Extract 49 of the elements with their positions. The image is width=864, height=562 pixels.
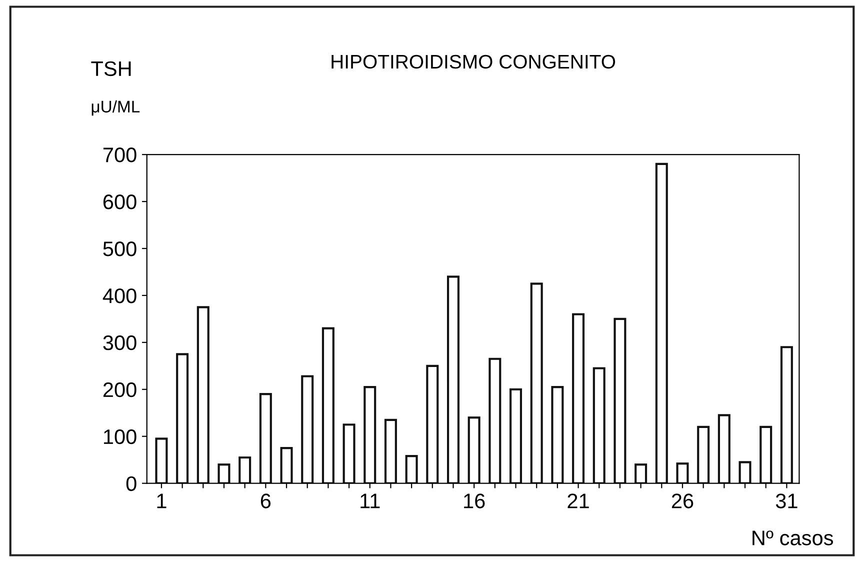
bar bbox=[551, 386, 564, 484]
x-tick-label: 31 bbox=[776, 494, 798, 508]
bar bbox=[614, 318, 626, 484]
bar bbox=[176, 353, 189, 484]
bar bbox=[572, 313, 585, 484]
bar bbox=[468, 416, 480, 484]
bar bbox=[530, 282, 543, 484]
y-tick-label: 200 bbox=[103, 382, 136, 398]
bar bbox=[510, 388, 522, 484]
x-tick-label: 26 bbox=[672, 494, 694, 508]
bar bbox=[259, 393, 272, 484]
bar bbox=[760, 426, 772, 484]
bar bbox=[488, 358, 502, 484]
x-tick-label: 11 bbox=[360, 494, 380, 508]
y-axis-title: TSH μU/ML bbox=[91, 61, 140, 116]
y-tick-label: 100 bbox=[104, 429, 136, 444]
bar bbox=[155, 438, 168, 484]
bar bbox=[655, 162, 668, 484]
y-tick-label: 400 bbox=[102, 288, 136, 304]
bar bbox=[405, 455, 418, 484]
y-tick-label: 300 bbox=[103, 335, 136, 350]
x-tick-label: 16 bbox=[464, 494, 485, 508]
bar bbox=[676, 462, 689, 484]
bar bbox=[780, 346, 793, 484]
bar bbox=[322, 327, 334, 484]
bar bbox=[634, 463, 648, 484]
bar bbox=[364, 386, 376, 484]
y-tick-label: 700 bbox=[103, 148, 136, 162]
bar bbox=[426, 364, 439, 484]
bar bbox=[238, 456, 252, 484]
y-tick-label: 600 bbox=[103, 194, 136, 210]
bar bbox=[280, 447, 293, 484]
chart-title: HIPOTIROIDISMO CONGENITO bbox=[332, 54, 616, 69]
bar bbox=[738, 461, 752, 484]
bar bbox=[592, 367, 606, 484]
x-axis-title: Nº casos bbox=[752, 530, 834, 546]
bar bbox=[697, 426, 710, 484]
y-tick-label: 0 bbox=[126, 476, 136, 492]
bar bbox=[218, 463, 230, 484]
bar bbox=[718, 414, 730, 484]
bar bbox=[301, 375, 314, 484]
bar bbox=[384, 418, 397, 484]
x-tick-label: 21 bbox=[568, 494, 589, 508]
x-tick-label: 6 bbox=[260, 494, 271, 508]
x-tick-label: 1 bbox=[157, 494, 166, 508]
bar bbox=[446, 276, 460, 484]
y-tick-label: 500 bbox=[103, 241, 136, 256]
bar bbox=[342, 424, 356, 484]
bar bbox=[196, 306, 210, 484]
